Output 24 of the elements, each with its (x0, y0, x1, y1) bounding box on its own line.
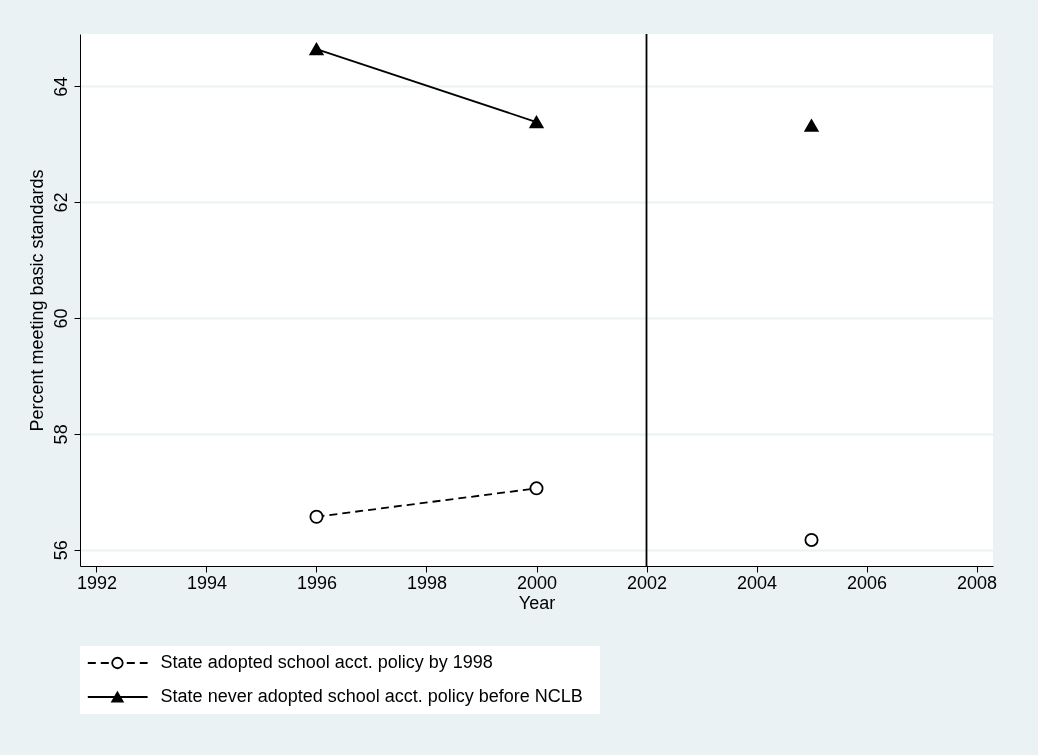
y-tick-label: 60 (50, 308, 71, 329)
x-tick-label: 1996 (296, 572, 338, 593)
x-tick-label: 1992 (76, 572, 118, 593)
legend-label: State adopted school acct. policy by 1998 (160, 652, 493, 672)
point (529, 115, 544, 129)
y-tick-label: 56 (50, 540, 71, 561)
x-axis-title: Year (518, 592, 556, 613)
point (309, 509, 324, 524)
y-axis-title: Percent meeting basic standards (26, 169, 47, 432)
y-tick-label: 58 (50, 424, 71, 445)
x-tick-label: 1994 (186, 572, 228, 593)
x-tick-label: 2008 (956, 572, 998, 593)
point (804, 532, 819, 547)
point (309, 42, 324, 56)
y-tick-label: 64 (50, 76, 71, 97)
x-tick-label: 2004 (736, 572, 778, 593)
legend-label: State never adopted school acct. policy before NCLB (160, 686, 583, 706)
x-tick-label: 2006 (846, 572, 888, 593)
point (804, 119, 819, 132)
x-tick-label: 2000 (516, 572, 558, 593)
x-tick-label: 1998 (406, 572, 448, 593)
x-tick-label: 2002 (626, 572, 668, 593)
point (529, 481, 544, 496)
y-tick-label: 62 (50, 192, 71, 213)
